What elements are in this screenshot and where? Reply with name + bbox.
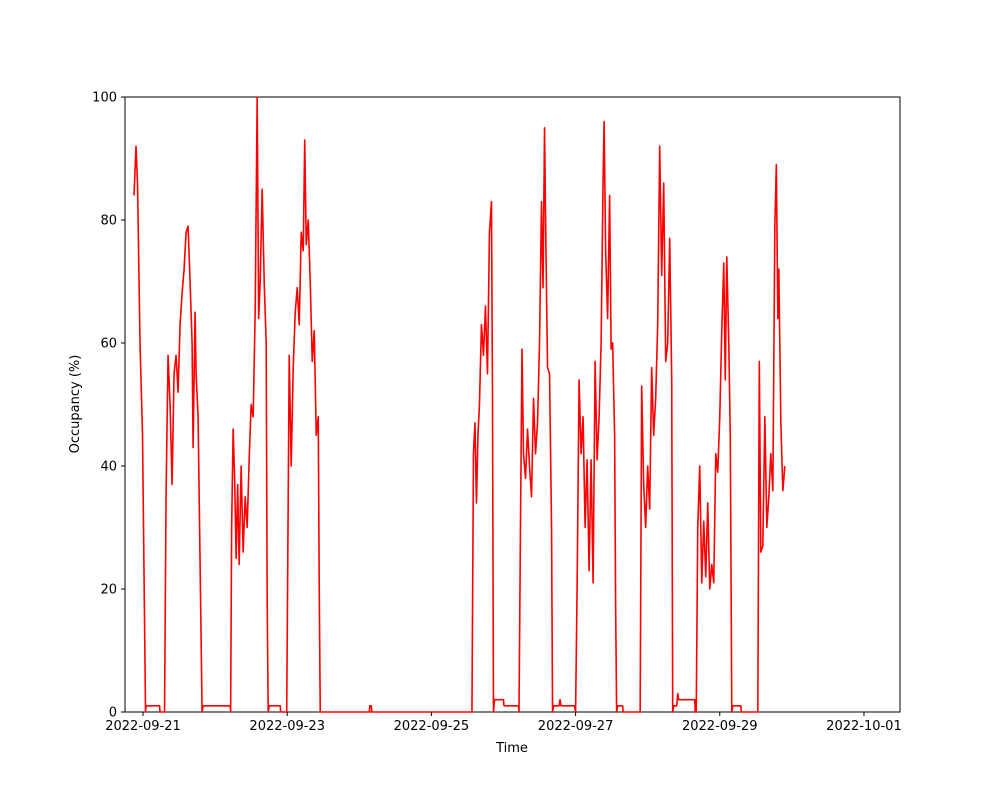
y-tick-label: 40 — [100, 460, 117, 475]
y-tick-label: 0 — [109, 706, 117, 721]
x-axis: 2022-09-21 2022-09-23 2022-09-25 2022-09-27… — [105, 712, 902, 734]
y-axis: 0 20 40 60 80 100 — [92, 91, 125, 721]
x-tick-label: 2022-10-01 — [826, 719, 902, 734]
plot-frame — [124, 96, 901, 713]
x-tick-label: 2022-09-25 — [394, 719, 470, 734]
x-tick-label: 2022-09-29 — [682, 719, 758, 734]
y-tick-label: 60 — [100, 337, 117, 352]
y-tick-label: 80 — [100, 214, 117, 229]
x-tick-label: 2022-09-23 — [249, 719, 325, 734]
series-layer — [133, 96, 786, 713]
x-axis-label: Time — [495, 741, 528, 756]
x-tick-label: 2022-09-27 — [538, 719, 614, 734]
plot-area — [124, 96, 901, 713]
y-tick-label: 20 — [100, 583, 117, 598]
series-line-0 — [133, 96, 786, 713]
x-tick-label: 2022-09-21 — [105, 719, 181, 734]
y-tick-label: 100 — [92, 91, 117, 106]
y-axis-label: Occupancy (%) — [68, 355, 83, 454]
